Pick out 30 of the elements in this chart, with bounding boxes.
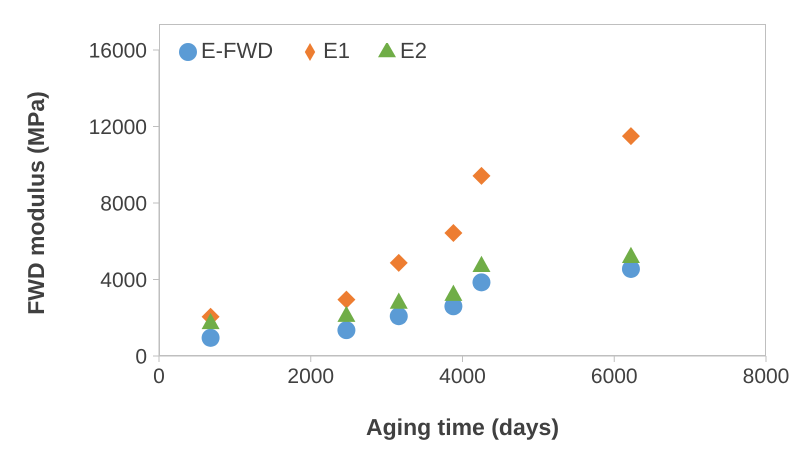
point <box>444 284 462 301</box>
x-tick-label: 8000 <box>742 364 790 388</box>
point <box>622 127 640 146</box>
point <box>472 273 490 292</box>
y-tick-label: 4000 <box>100 268 147 292</box>
y-tick-label: 8000 <box>100 192 147 216</box>
point <box>337 290 356 309</box>
y-axis-title: FWD modulus (MPa) <box>23 91 50 315</box>
y-tick-label: 0 <box>135 345 147 368</box>
x-tick-label: 4000 <box>439 364 486 388</box>
point <box>444 224 462 242</box>
point <box>390 254 408 272</box>
point <box>472 256 490 272</box>
point <box>337 306 356 322</box>
x-tick-label: 0 <box>153 364 165 388</box>
legend-label: E-FWD <box>201 38 274 63</box>
point <box>622 246 640 263</box>
y-tick-label: 16000 <box>88 39 147 62</box>
point <box>472 166 490 185</box>
point <box>202 328 220 347</box>
x-tick-label: 2000 <box>287 364 334 388</box>
x-axis-title: Aging time (days) <box>366 414 559 440</box>
point <box>390 307 408 326</box>
legend-label: E2 <box>400 38 427 63</box>
legend-label: E1 <box>323 38 350 63</box>
point <box>202 312 220 330</box>
x-tick-label: 6000 <box>590 364 638 388</box>
y-tick-label: 12000 <box>88 116 147 139</box>
point <box>337 321 356 340</box>
point <box>390 292 408 309</box>
